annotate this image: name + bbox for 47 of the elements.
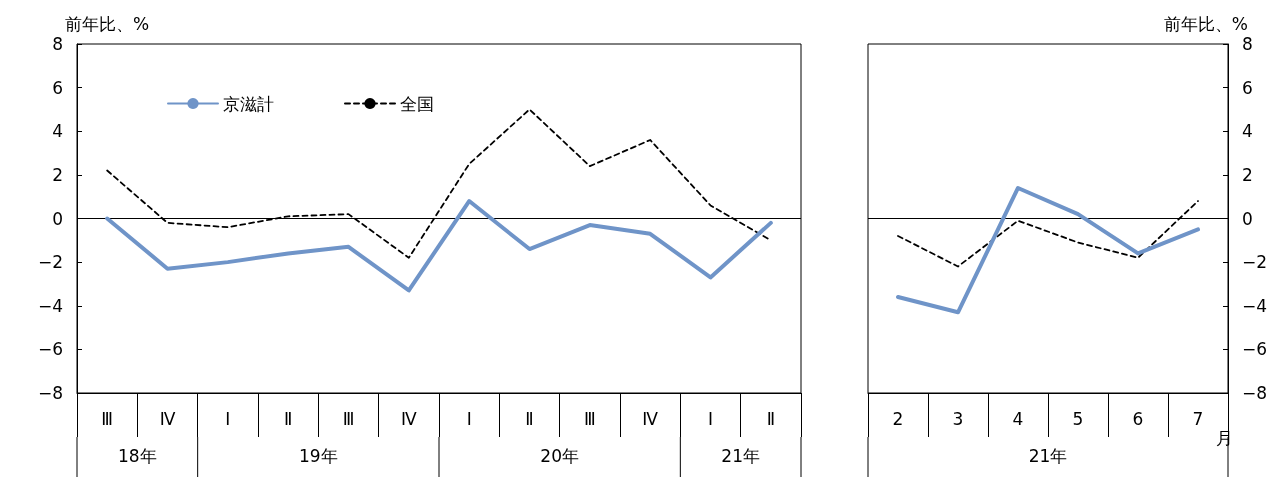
text: 21年	[1028, 446, 1068, 466]
text: 19年	[299, 446, 338, 466]
x-tick-label: Ⅳ	[159, 408, 176, 429]
y-tick-label: −2	[37, 252, 63, 273]
y-tick-label: 4	[1242, 121, 1253, 142]
text: 21年	[721, 446, 760, 466]
x-tick-label: 2	[892, 408, 904, 429]
x-tick-label: Ⅲ	[583, 408, 596, 429]
y-tick-label: 8	[1242, 34, 1253, 54]
x-tick-label: Ⅱ	[766, 408, 776, 429]
y-tick-label: 8	[52, 34, 63, 54]
y-tick-label: −2	[1242, 252, 1268, 273]
line-series	[105, 199, 773, 293]
x-tick-label: Ⅰ	[225, 408, 231, 429]
x-tick-label: Ⅰ	[707, 408, 714, 429]
y-tick-label: −6	[1242, 339, 1268, 360]
y-tick-label: −8	[37, 383, 63, 403]
y-tick-label: 6	[52, 77, 63, 98]
y-tick-label: 0	[1242, 208, 1253, 229]
y-tick-label: −4	[37, 295, 63, 316]
y-tick-label: 2	[52, 164, 63, 185]
y-axis-title: 前年比、%	[64, 13, 150, 34]
text: 20年	[540, 446, 579, 466]
x-tick-label: 3	[952, 408, 964, 429]
x-tick-label: Ⅳ	[642, 408, 659, 429]
y-tick-label: −6	[37, 339, 63, 360]
y-tick-label: 2	[1242, 164, 1253, 185]
y-tick-label: 6	[1242, 77, 1253, 98]
x-tick-label: Ⅱ	[525, 408, 534, 429]
x-tick-label: 5	[1072, 408, 1084, 429]
y-tick-label: −4	[1242, 295, 1268, 316]
x-tick-label: Ⅲ	[342, 408, 355, 429]
text: 18年	[118, 446, 157, 466]
legend-label: 京滋計	[223, 93, 274, 114]
x-tick-label: Ⅳ	[400, 408, 417, 429]
y-tick-label: 4	[52, 121, 63, 142]
x-tick-label: 7	[1192, 408, 1204, 429]
y-tick-label: 0	[52, 208, 63, 229]
x-tick-label: Ⅱ	[283, 408, 293, 429]
y-axis-title: 前年比、%	[1163, 13, 1248, 34]
legend-label: 全国	[400, 93, 434, 114]
x-tick-label: 4	[1012, 408, 1024, 429]
y-tick-label: −8	[1242, 383, 1268, 403]
x-tick-label: Ⅲ	[101, 408, 114, 429]
x-tick-label: Ⅰ	[466, 408, 472, 429]
line-series	[896, 185, 1200, 315]
x-tick-label: 6	[1132, 408, 1144, 429]
